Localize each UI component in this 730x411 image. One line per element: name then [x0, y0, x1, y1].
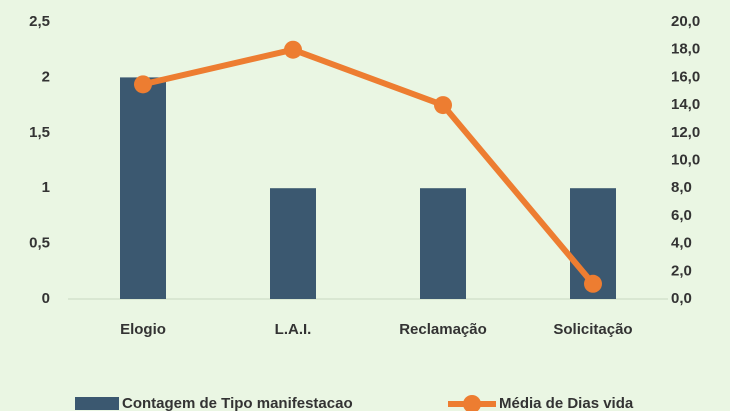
bar [270, 188, 316, 299]
y-tick-label: 0,5 [29, 235, 50, 252]
legend-label: Contagem de Tipo manifestacao [122, 395, 353, 411]
x-tick-label: Elogio [120, 321, 166, 338]
bar [120, 77, 166, 300]
bar [420, 188, 466, 299]
legend-swatch [75, 397, 119, 410]
y2-tick-label: 10,0 [671, 151, 700, 168]
y2-tick-label: 8,0 [671, 179, 692, 196]
y2-tick-label: 2,0 [671, 262, 692, 279]
y2-tick-label: 6,0 [671, 207, 692, 224]
y-tick-label: 1,5 [29, 124, 50, 141]
y2-tick-label: 0,0 [671, 290, 692, 307]
marker [284, 40, 302, 59]
legend-label: Média de Dias vida [499, 395, 634, 411]
line [142, 46, 596, 286]
y2-tick-label: 20,0 [671, 13, 700, 30]
y2-tick-label: 16,0 [671, 68, 700, 85]
y2-tick-label: 18,0 [671, 41, 700, 58]
x-tick-label: Solicitação [553, 321, 632, 338]
y2-tick-label: 14,0 [671, 96, 700, 113]
legend-swatch [463, 395, 481, 411]
y-tick-label: 2 [42, 68, 50, 85]
marker [134, 75, 152, 94]
marker [584, 274, 602, 293]
x-tick-label: Reclamação [399, 321, 487, 338]
y2-tick-label: 4,0 [671, 235, 692, 252]
y2-tick-label: 12,0 [671, 124, 700, 141]
y-tick-label: 1 [42, 179, 50, 196]
x-tick-label: L.A.I. [275, 321, 312, 338]
y-tick-label: 2,5 [29, 13, 50, 30]
y-tick-label: 0 [42, 290, 50, 307]
marker [434, 96, 452, 115]
